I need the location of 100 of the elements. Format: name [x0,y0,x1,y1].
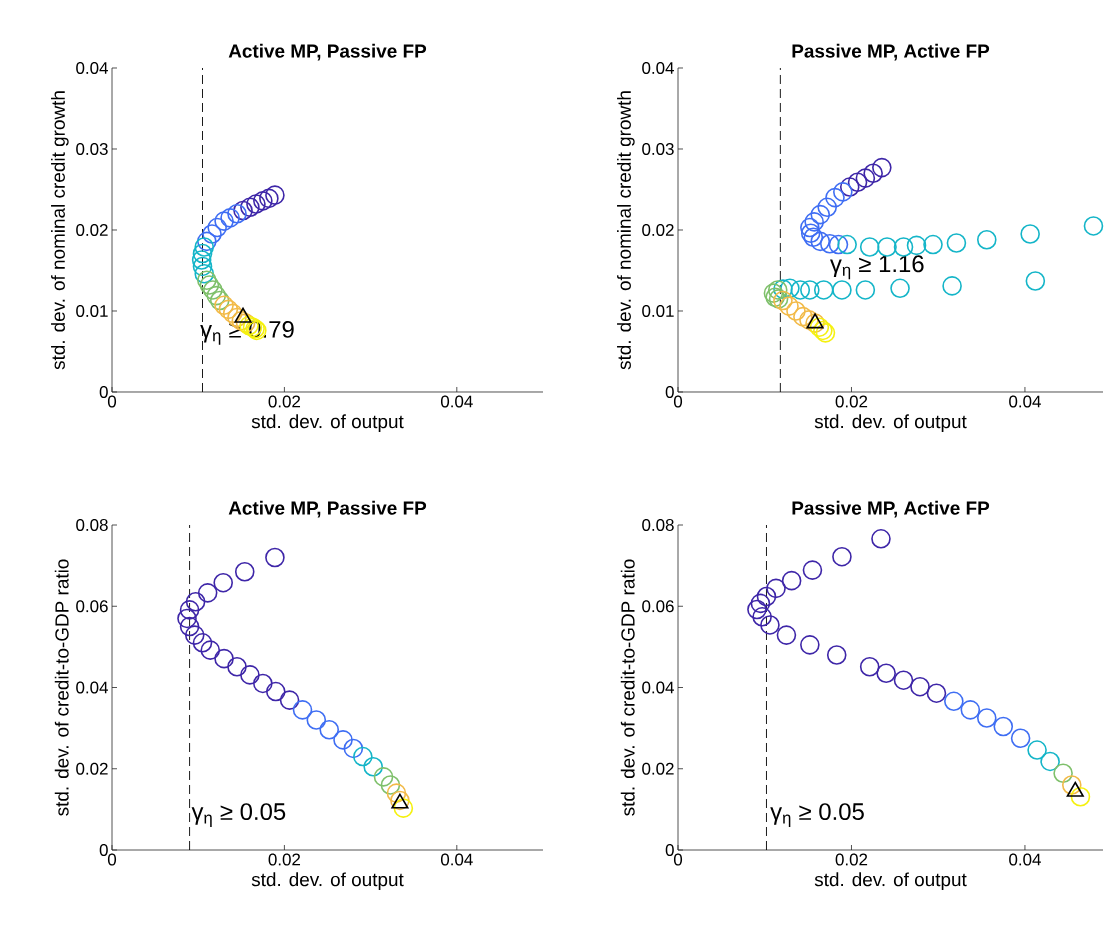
point [213,572,233,593]
point [872,157,892,178]
point [760,615,780,635]
point [306,710,327,730]
point [810,204,831,225]
point [906,235,927,256]
point [1010,728,1031,749]
point [752,607,772,627]
point [790,280,811,300]
y-tick-label: 0.01 [642,305,674,317]
point [773,279,793,299]
x-tick-label: 0.04 [440,853,473,866]
y-tick-label: 0 [99,386,108,398]
point [199,275,220,295]
annotation: γ$_{η}$ ≥ 0.05 [770,803,864,827]
point [855,168,876,188]
point [893,237,914,257]
point [859,237,880,257]
point [200,640,221,660]
y-tick-label: 0 [99,844,108,856]
y-tick-label: 0.08 [642,519,674,532]
point [240,197,260,218]
point [837,234,857,255]
point [197,583,218,603]
point [179,600,200,620]
point [343,738,364,759]
point [993,716,1014,737]
point [363,756,383,777]
point [184,625,205,645]
point [1083,216,1104,236]
point [207,217,227,238]
point [863,163,883,184]
point [833,182,853,202]
point [1040,751,1060,772]
point [194,237,215,257]
point [800,217,820,238]
x-axis-title: std. dev. of output [814,414,967,432]
point [946,233,967,253]
point [393,798,414,818]
point [802,560,823,580]
point [292,700,313,720]
point [923,234,943,255]
point [832,546,852,567]
point [847,172,868,192]
point [859,656,880,677]
chart-title: Active MP, Passive FP [228,500,427,518]
point [810,231,831,252]
point [944,691,964,712]
point [779,296,799,316]
point [209,290,230,311]
y-tick-label: 0.08 [76,519,108,532]
y-tick-label: 0.04 [76,61,108,74]
point [192,256,213,277]
point [333,730,353,750]
point [206,285,227,306]
point [214,295,234,316]
y-tick-label: 0.06 [642,600,674,613]
y-axis-title: std. dev. of nominal credit growth [51,91,69,370]
y-tick-label: 0.04 [76,681,108,694]
y-tick-label: 0 [665,386,674,398]
point [817,197,837,218]
point [214,211,234,231]
x-tick-label: 0.04 [1009,395,1041,408]
y-tick-label: 0.06 [76,600,108,613]
point [828,234,849,255]
point [192,633,213,653]
point [214,648,234,669]
chart-title: Active MP, Passive FP [228,43,427,61]
point [855,280,876,300]
point [220,208,240,228]
point [926,683,947,703]
point [976,229,997,250]
point [240,665,260,685]
y-tick-label: 0.02 [76,762,108,775]
point [826,645,847,665]
point [177,608,197,629]
x-tick-label: 0.02 [835,853,868,866]
y-tick-label: 0.03 [76,142,108,155]
point [179,616,200,637]
point [185,591,206,612]
point [227,656,247,677]
point [813,280,834,300]
point [825,187,845,208]
point [1027,740,1047,760]
point [253,673,273,694]
x-axis-title: std. dev. of output [251,872,404,890]
y-axis-title: std. dev. of nominal credit growth [617,91,635,370]
point [1053,763,1073,784]
x-tick-label: 0.02 [835,395,868,408]
point [793,306,813,327]
y-axis-title: std. dev. of credit-to-GDP ratio [620,559,635,816]
point [194,263,215,284]
point [871,529,891,549]
point [832,280,852,300]
point [799,310,819,330]
point [1061,775,1082,795]
x-tick-label: 0 [673,395,683,408]
x-axis-title: std. dev. of output [251,414,404,432]
point [819,233,840,254]
y-tick-label: 0.02 [642,223,674,236]
